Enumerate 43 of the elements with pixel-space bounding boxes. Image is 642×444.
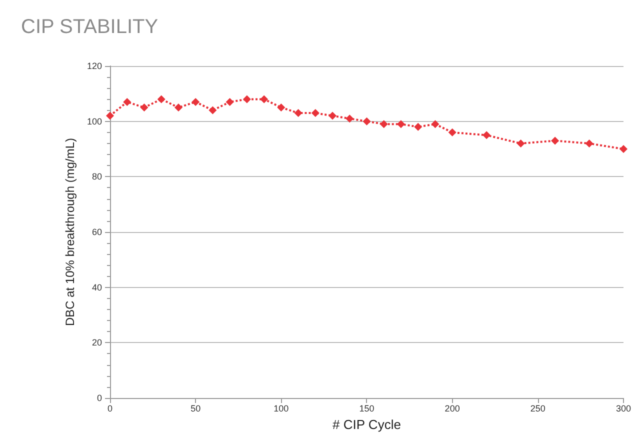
y-tick-label: 120 <box>86 61 102 71</box>
y-tick-label: 40 <box>92 282 102 292</box>
point <box>311 109 320 118</box>
x-tick-label: 50 <box>190 404 201 414</box>
x-axis-title: # CIP Cycle <box>332 417 401 432</box>
point <box>106 112 114 120</box>
x-tick-label: 250 <box>530 404 546 414</box>
x-tick-label: 150 <box>359 404 374 414</box>
point <box>619 145 628 153</box>
point <box>277 104 286 112</box>
point <box>431 120 440 128</box>
x-tick-label: 100 <box>274 404 289 414</box>
point <box>380 120 388 128</box>
y-tick-label: 20 <box>92 338 102 348</box>
point <box>226 98 234 106</box>
point <box>208 106 217 114</box>
point <box>396 120 405 128</box>
point <box>362 117 371 126</box>
point <box>294 109 302 118</box>
point <box>140 104 148 112</box>
x-tick-label: 0 <box>107 404 113 414</box>
point <box>482 131 491 140</box>
point <box>157 95 166 104</box>
chart-title: CIP STABILITY <box>21 16 158 38</box>
point <box>551 136 560 145</box>
point <box>516 139 525 148</box>
x-tick-label: 300 <box>616 404 632 414</box>
y-tick-label: 0 <box>96 393 102 403</box>
point <box>192 98 200 106</box>
point <box>448 128 456 136</box>
y-axis-title: DBC at 10% breakthrough (mg/mL) <box>63 138 78 326</box>
point <box>585 139 594 148</box>
point <box>414 122 422 131</box>
y-tick-label: 60 <box>92 227 102 237</box>
point <box>346 114 354 123</box>
y-tick-label: 100 <box>86 116 102 126</box>
point <box>328 112 337 120</box>
x-tick-label: 200 <box>444 404 460 414</box>
y-tick-label: 80 <box>92 172 102 182</box>
point <box>123 98 132 106</box>
point <box>174 104 182 112</box>
point <box>260 95 268 104</box>
point <box>242 95 251 104</box>
